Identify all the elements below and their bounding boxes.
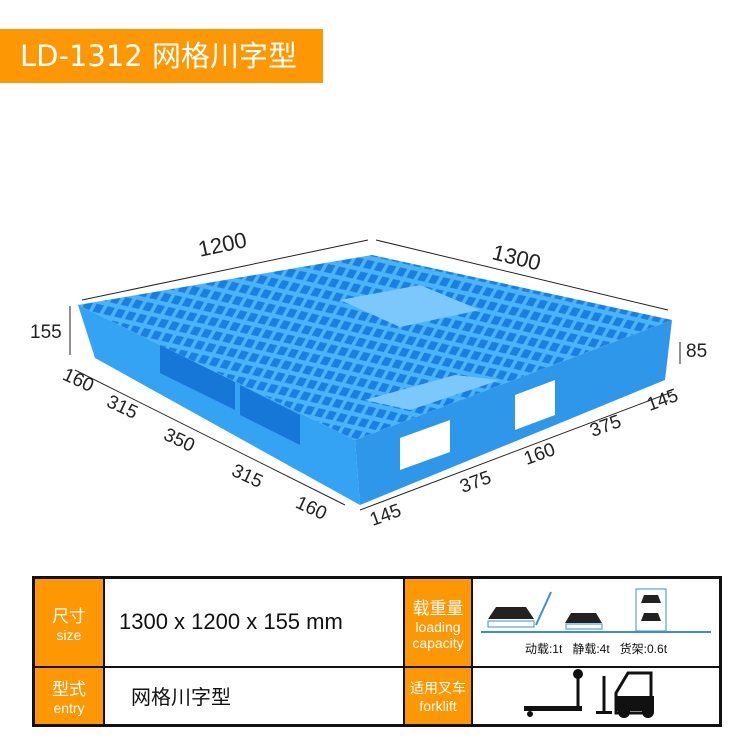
pallet-left-side bbox=[78, 305, 360, 505]
spec-table: 尺寸 size 1300 x 1200 x 155 mm 载重量 loading ca… bbox=[32, 576, 722, 727]
fork-opening bbox=[160, 345, 235, 410]
load-label-cn: 载重量 bbox=[412, 598, 464, 619]
size-label-cn: 尺寸 bbox=[52, 606, 86, 627]
height-dimension: 155 bbox=[30, 322, 62, 343]
pallet-illustration bbox=[69, 239, 681, 511]
forklift-icons bbox=[471, 665, 722, 727]
pallet-top bbox=[78, 255, 672, 440]
static-load: 静载:4t bbox=[572, 642, 610, 657]
rack-load: 货架:0.6t bbox=[619, 642, 668, 657]
entry-label: 型式 entry bbox=[32, 665, 105, 727]
load-icons bbox=[481, 588, 711, 634]
pallet-right-side bbox=[355, 320, 672, 505]
deck-pad bbox=[340, 285, 480, 327]
pallet-jack-and-forklift-icon bbox=[524, 669, 654, 719]
forklift-label: 适用叉车 forklift bbox=[403, 665, 473, 727]
forklift-label-cn: 适用叉车 bbox=[410, 680, 466, 697]
entry-value: 网格川字型 bbox=[103, 665, 405, 727]
size-label: 尺寸 size bbox=[32, 576, 105, 668]
size-value: 1300 x 1200 x 155 mm bbox=[103, 576, 405, 668]
load-label: 载重量 loading capacity bbox=[403, 576, 473, 668]
forklift-label-en: forklift bbox=[419, 697, 457, 714]
entry-label-cn: 型式 bbox=[52, 680, 86, 701]
dynamic-load: 动载:1t bbox=[524, 642, 563, 657]
load-capacity: 动载:1t 静载:4t 货架:0.6t bbox=[471, 576, 722, 668]
fork-opening bbox=[515, 380, 555, 430]
entry-label-en: entry bbox=[53, 700, 85, 717]
dimension-lines bbox=[69, 239, 681, 511]
size-label-en: size bbox=[56, 626, 82, 643]
title-banner: LD-1312 网格川字型 bbox=[0, 29, 323, 83]
load-label-en: loading bbox=[415, 618, 461, 635]
fork-opening bbox=[240, 385, 300, 445]
product-title: LD-1312 网格川字型 bbox=[20, 39, 297, 73]
entry-height-dimension: 85 bbox=[686, 341, 708, 362]
fork-opening bbox=[400, 420, 450, 470]
load-label-en: capacity bbox=[412, 634, 464, 651]
deck-pad bbox=[365, 375, 500, 410]
